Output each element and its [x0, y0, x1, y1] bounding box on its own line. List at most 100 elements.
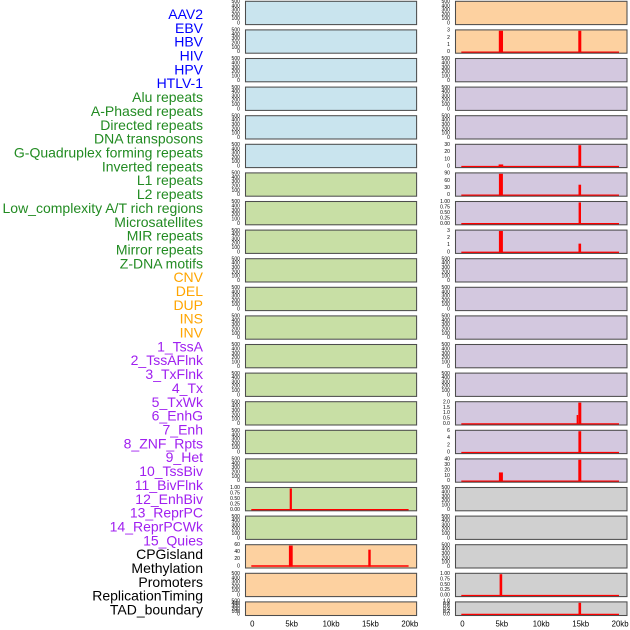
svg-text:2: 2 [447, 235, 450, 241]
svg-text:500: 500 [442, 0, 451, 5]
svg-text:0: 0 [237, 421, 240, 427]
svg-text:CNV: CNV [173, 269, 203, 285]
svg-text:20kb: 20kb [612, 619, 630, 628]
svg-text:300: 300 [232, 437, 241, 443]
svg-text:400: 400 [442, 118, 451, 124]
svg-text:Inverted repeats: Inverted repeats [102, 158, 203, 174]
svg-text:400: 400 [232, 375, 241, 381]
svg-text:300: 300 [442, 8, 451, 14]
svg-text:8_ZNF_Rpts: 8_ZNF_Rpts [124, 435, 203, 451]
svg-text:3_TxFlnk: 3_TxFlnk [145, 366, 204, 382]
svg-text:200: 200 [232, 212, 241, 218]
svg-text:500: 500 [232, 228, 241, 234]
svg-text:100: 100 [442, 102, 451, 108]
svg-text:100: 100 [232, 531, 241, 537]
svg-text:200: 200 [232, 298, 241, 304]
svg-text:200: 200 [442, 126, 451, 132]
svg-text:100: 100 [232, 102, 241, 108]
svg-text:200: 200 [232, 269, 241, 275]
svg-text:0: 0 [447, 192, 450, 198]
svg-text:0: 0 [447, 564, 450, 570]
svg-text:0: 0 [237, 249, 240, 255]
svg-text:200: 200 [442, 269, 451, 275]
svg-text:0: 0 [447, 535, 450, 541]
svg-text:5_TxWk: 5_TxWk [152, 394, 204, 410]
svg-text:HPV: HPV [174, 61, 203, 77]
svg-text:200: 200 [442, 384, 451, 390]
svg-text:0.75: 0.75 [440, 205, 450, 211]
svg-text:200: 200 [442, 298, 451, 304]
svg-text:100: 100 [232, 359, 241, 365]
svg-text:0: 0 [447, 392, 450, 398]
svg-text:500: 500 [232, 142, 241, 148]
svg-text:0.25: 0.25 [440, 215, 450, 221]
svg-text:400: 400 [232, 404, 241, 410]
svg-text:14_ReprPCWk: 14_ReprPCWk [110, 518, 204, 534]
svg-text:500: 500 [442, 56, 451, 62]
svg-text:400: 400 [232, 89, 241, 95]
svg-text:300: 300 [442, 522, 451, 528]
svg-text:200: 200 [232, 441, 241, 447]
svg-text:400: 400 [232, 232, 241, 238]
svg-text:200: 200 [232, 327, 241, 333]
svg-text:400: 400 [442, 261, 451, 267]
svg-text:100: 100 [232, 131, 241, 137]
svg-text:DUP: DUP [173, 297, 203, 313]
svg-text:0: 0 [237, 392, 240, 398]
svg-text:4_Tx: 4_Tx [172, 380, 203, 396]
svg-text:300: 300 [232, 522, 241, 528]
svg-text:300: 300 [232, 580, 241, 586]
svg-text:300: 300 [442, 265, 451, 271]
svg-text:0: 0 [237, 106, 240, 112]
svg-text:500: 500 [232, 598, 241, 604]
svg-text:Microsatellites: Microsatellites [114, 214, 203, 230]
svg-text:4: 4 [447, 435, 450, 441]
svg-text:300: 300 [232, 151, 241, 157]
svg-text:200: 200 [442, 98, 451, 104]
svg-text:0: 0 [237, 278, 240, 284]
svg-text:400: 400 [232, 461, 241, 467]
svg-text:500: 500 [442, 542, 451, 548]
svg-text:400: 400 [232, 175, 241, 181]
svg-text:400: 400 [232, 432, 241, 438]
svg-text:DEL: DEL [176, 283, 203, 299]
svg-text:MIR repeats: MIR repeats [127, 228, 203, 244]
svg-text:200: 200 [232, 155, 241, 161]
svg-text:400: 400 [232, 32, 241, 38]
svg-text:500: 500 [232, 285, 241, 291]
svg-text:300: 300 [442, 93, 451, 99]
svg-text:0: 0 [237, 49, 240, 55]
svg-text:500: 500 [232, 199, 241, 205]
svg-text:400: 400 [442, 89, 451, 95]
svg-text:G-Quadruplex forming repeats: G-Quadruplex forming repeats [14, 145, 203, 161]
svg-text:200: 200 [232, 184, 241, 190]
svg-text:6: 6 [447, 428, 450, 434]
svg-text:400: 400 [442, 489, 451, 495]
svg-text:0: 0 [237, 364, 240, 370]
svg-text:0.25: 0.25 [230, 501, 240, 507]
svg-text:AAV2: AAV2 [168, 6, 203, 22]
svg-text:500: 500 [232, 457, 241, 463]
svg-text:400: 400 [232, 346, 241, 352]
svg-text:500: 500 [442, 85, 451, 91]
svg-text:20kb: 20kb [401, 619, 419, 628]
svg-text:30: 30 [444, 462, 450, 468]
svg-text:INV: INV [180, 325, 204, 341]
svg-text:200: 200 [442, 69, 451, 75]
svg-text:Methylation: Methylation [131, 560, 203, 576]
svg-text:100: 100 [442, 274, 451, 280]
svg-text:400: 400 [232, 518, 241, 524]
svg-text:500: 500 [232, 371, 241, 377]
svg-text:100: 100 [232, 331, 241, 337]
svg-text:500: 500 [232, 113, 241, 119]
svg-text:3: 3 [447, 228, 450, 234]
svg-text:200: 200 [232, 126, 241, 132]
svg-text:400: 400 [442, 547, 451, 553]
svg-text:200: 200 [442, 498, 451, 504]
svg-text:500: 500 [442, 371, 451, 377]
svg-text:0.00: 0.00 [230, 507, 240, 513]
svg-text:400: 400 [232, 203, 241, 209]
svg-text:5kb: 5kb [496, 619, 509, 628]
svg-text:500: 500 [442, 256, 451, 262]
svg-text:TAD_boundary: TAD_boundary [110, 602, 203, 618]
